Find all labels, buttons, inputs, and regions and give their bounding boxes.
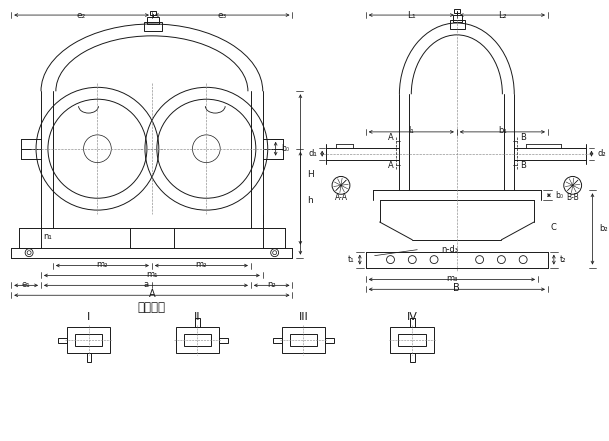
Bar: [195, 318, 200, 327]
Text: n-d₃: n-d₃: [442, 245, 459, 254]
Bar: [86, 353, 91, 362]
Bar: [325, 338, 334, 343]
Text: m₂: m₂: [195, 260, 207, 269]
Bar: [58, 338, 67, 343]
Text: A: A: [388, 133, 393, 142]
Text: t₂: t₂: [560, 255, 566, 264]
Text: 装配型式: 装配型式: [138, 301, 166, 314]
Bar: [150, 11, 156, 15]
Text: II: II: [194, 312, 201, 322]
Text: IV: IV: [407, 312, 418, 322]
Text: e₁: e₁: [22, 280, 30, 289]
Bar: [281, 327, 325, 353]
Text: III: III: [298, 312, 308, 322]
Text: H: H: [308, 170, 314, 179]
Bar: [450, 20, 465, 29]
Text: m₃: m₃: [446, 274, 457, 283]
Text: A-A: A-A: [334, 193, 348, 202]
Text: B: B: [520, 161, 526, 170]
Bar: [219, 338, 228, 343]
Bar: [67, 327, 110, 353]
Text: I: I: [87, 312, 90, 322]
Text: a: a: [143, 280, 149, 289]
Bar: [454, 9, 460, 13]
Text: L₂: L₂: [498, 11, 507, 19]
Text: A: A: [149, 289, 155, 299]
Text: m₂: m₂: [97, 260, 108, 269]
Text: e₂: e₂: [77, 11, 86, 19]
Bar: [75, 334, 102, 346]
Bar: [273, 338, 281, 343]
Text: A: A: [388, 161, 393, 170]
Bar: [147, 17, 159, 24]
Text: b₂: b₂: [599, 224, 608, 233]
Text: t₁: t₁: [348, 255, 355, 264]
Bar: [453, 15, 462, 22]
Text: l₁: l₁: [409, 127, 414, 135]
Text: C: C: [551, 224, 557, 232]
Text: n₂: n₂: [267, 280, 276, 289]
Text: d₂: d₂: [597, 149, 606, 158]
Text: b₀: b₀: [281, 144, 290, 153]
Bar: [410, 318, 415, 327]
Bar: [289, 334, 317, 346]
Bar: [183, 334, 211, 346]
Bar: [410, 353, 415, 362]
Text: b₀: b₀: [555, 191, 563, 200]
Bar: [175, 327, 219, 353]
Bar: [390, 327, 434, 353]
Text: d₁: d₁: [309, 149, 317, 158]
Text: e₃: e₃: [217, 11, 227, 19]
Text: B-B: B-B: [566, 193, 579, 202]
Text: h: h: [308, 196, 313, 205]
Text: m₁: m₁: [146, 270, 158, 279]
Text: L₁: L₁: [407, 11, 415, 19]
Text: B: B: [454, 283, 460, 293]
Text: B: B: [520, 133, 526, 142]
Text: b₁: b₁: [498, 127, 507, 135]
Bar: [398, 334, 426, 346]
Text: n₁: n₁: [44, 232, 52, 241]
Bar: [144, 22, 162, 31]
